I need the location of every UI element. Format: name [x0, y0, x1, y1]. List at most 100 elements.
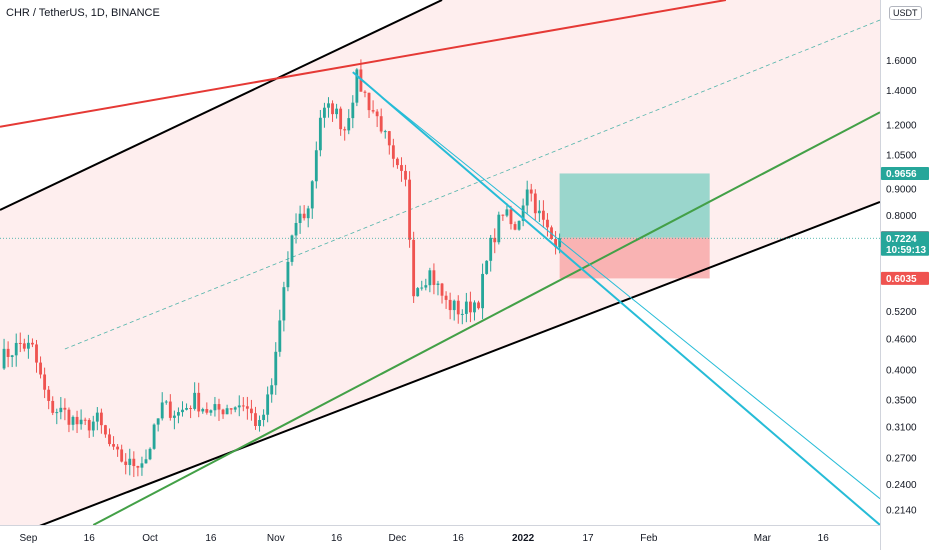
- candle-body: [229, 408, 233, 410]
- candle-body: [436, 283, 440, 285]
- candle-body: [306, 208, 310, 219]
- candle-body: [213, 404, 217, 411]
- candle-body: [318, 117, 322, 151]
- x-tick-label: 16: [84, 533, 96, 544]
- candle-body: [302, 213, 306, 219]
- candle-body: [408, 179, 412, 240]
- candle-body: [375, 111, 379, 117]
- candle-body: [156, 418, 160, 425]
- candle-body: [355, 69, 359, 103]
- candle-body: [323, 107, 326, 118]
- candle-body: [225, 408, 229, 415]
- candle-body: [26, 342, 30, 349]
- candle-body: [327, 103, 330, 108]
- candle-body: [481, 273, 484, 309]
- x-tick-label: 16: [331, 533, 343, 544]
- candle-body: [136, 466, 140, 468]
- x-tick-label: Oct: [142, 533, 158, 544]
- candle-body: [116, 446, 120, 450]
- candle-body: [554, 239, 557, 248]
- y-tick-label: 0.2400: [886, 480, 917, 491]
- candle-body: [197, 392, 201, 412]
- x-tick-label: Mar: [754, 533, 772, 544]
- candle-body: [104, 425, 107, 435]
- candle-body: [250, 408, 253, 414]
- y-tick-label: 0.3100: [886, 423, 917, 434]
- price-tag-label: 0.6035: [886, 274, 917, 285]
- candle-body: [485, 260, 489, 274]
- candle-body: [59, 407, 63, 413]
- candle-body: [258, 420, 261, 426]
- candle-body: [144, 459, 148, 464]
- price-tag: [881, 231, 929, 256]
- candle-body: [367, 92, 371, 111]
- candle-body: [452, 300, 456, 311]
- candle-body: [95, 412, 99, 422]
- candle-body: [254, 413, 257, 426]
- candle-body: [310, 181, 314, 209]
- candle-body: [505, 209, 509, 216]
- candle-body: [529, 189, 533, 194]
- candle-body: [120, 449, 124, 462]
- candle-body: [245, 406, 249, 409]
- candle-body: [274, 351, 278, 386]
- channel-lower-line: [39, 201, 880, 525]
- candle-body: [473, 302, 476, 313]
- candle-body: [286, 261, 290, 288]
- candle-body: [379, 116, 383, 132]
- candle-body: [404, 170, 407, 180]
- candle-body: [71, 416, 75, 425]
- candle-body: [343, 129, 347, 131]
- candle-body: [468, 301, 472, 313]
- target-zone: [559, 173, 710, 238]
- candle-body: [87, 419, 91, 431]
- candle-body: [517, 220, 521, 230]
- candle-body: [282, 287, 286, 321]
- y-tick-label: 0.9000: [886, 185, 917, 196]
- y-tick-label: 0.2700: [886, 453, 917, 464]
- candle-body: [558, 238, 562, 248]
- candle-body: [10, 355, 14, 357]
- candle-body: [339, 108, 343, 130]
- price-tag: [881, 166, 929, 180]
- y-tick-label: 0.2140: [886, 505, 917, 516]
- candle-body: [47, 389, 51, 401]
- candle-body: [148, 448, 152, 460]
- candle-body: [444, 295, 448, 300]
- candle-body: [546, 219, 549, 228]
- x-tick-label: Nov: [267, 533, 285, 544]
- candle-body: [140, 463, 144, 468]
- candle-body: [83, 419, 87, 421]
- candle-body: [298, 213, 302, 223]
- chart-title: CHR / TetherUS, 1D, BINANCE: [6, 7, 160, 19]
- candle-body: [351, 102, 355, 119]
- y-tick-label: 1.0500: [886, 150, 917, 161]
- countdown-label: 10:59:13: [886, 245, 926, 256]
- candle-body: [205, 409, 209, 413]
- candle-body: [63, 407, 67, 410]
- candle-body: [18, 342, 22, 344]
- candle-body: [391, 145, 395, 159]
- candle-body: [501, 214, 505, 216]
- candle-body: [513, 224, 517, 230]
- trendline-cyan-2: [356, 76, 880, 500]
- candle-body: [39, 362, 42, 375]
- candle-body: [400, 165, 403, 171]
- candle-body: [383, 131, 387, 133]
- candle-body: [533, 193, 537, 214]
- candle-body: [79, 419, 83, 425]
- candle-body: [152, 424, 156, 449]
- y-tick-label: 1.2000: [886, 120, 917, 131]
- candle-body: [440, 283, 444, 296]
- candle-body: [185, 408, 188, 410]
- candle-body: [420, 287, 424, 289]
- price-tag: [881, 271, 929, 285]
- candle-body: [51, 400, 55, 413]
- y-tick-label: 0.4000: [886, 366, 917, 377]
- candle-body: [22, 343, 26, 349]
- candle-body: [209, 410, 213, 413]
- candle-body: [270, 385, 274, 395]
- currency-badge[interactable]: USDT: [889, 6, 922, 20]
- candle-body: [172, 415, 176, 418]
